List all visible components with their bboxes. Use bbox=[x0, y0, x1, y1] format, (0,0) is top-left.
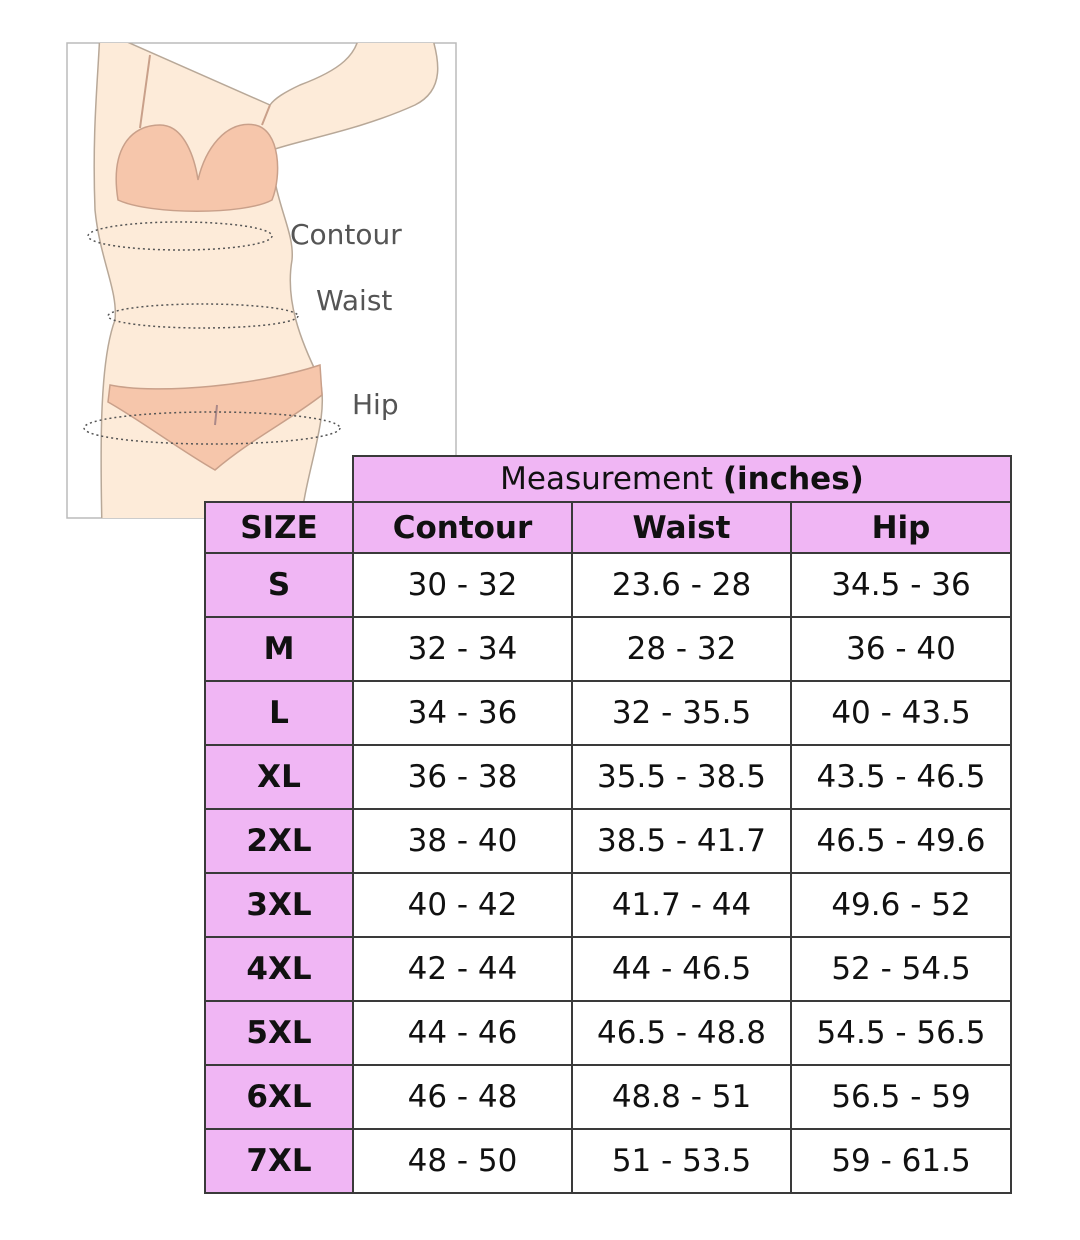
illustration-label: Hip bbox=[352, 388, 399, 421]
cell-text: 51 - 53.5 bbox=[611, 1143, 752, 1179]
cell-text: 38.5 - 41.7 bbox=[597, 823, 766, 859]
cell-text: 43.5 - 46.5 bbox=[816, 759, 986, 795]
measure-cell: 38 - 40 bbox=[352, 808, 573, 874]
measure-cell: 32 - 34 bbox=[352, 616, 573, 682]
measure-cell: 40 - 42 bbox=[352, 872, 573, 938]
cell-text: 48.8 - 51 bbox=[611, 1079, 752, 1115]
measure-cell: 59 - 61.5 bbox=[790, 1128, 1012, 1194]
measure-cell: 52 - 54.5 bbox=[790, 936, 1012, 1002]
cell-text: 32 - 35.5 bbox=[611, 695, 752, 731]
cell-text: 38 - 40 bbox=[407, 823, 518, 859]
measure-cell: 35.5 - 38.5 bbox=[571, 744, 792, 810]
measure-cell: 56.5 - 59 bbox=[790, 1064, 1012, 1130]
cell-text: 59 - 61.5 bbox=[831, 1143, 971, 1179]
cell-text: 6XL bbox=[246, 1079, 312, 1115]
cell-text: 30 - 32 bbox=[407, 567, 518, 603]
cell-text: 7XL bbox=[246, 1143, 312, 1179]
cell-text: 40 - 43.5 bbox=[831, 695, 971, 731]
illustration-label: Contour bbox=[290, 218, 402, 251]
measure-cell: 36 - 38 bbox=[352, 744, 573, 810]
cell-text: 36 - 38 bbox=[407, 759, 518, 795]
measure-cell: 48.8 - 51 bbox=[571, 1064, 792, 1130]
size-cell: 4XL bbox=[204, 936, 354, 1002]
cell-text: 42 - 44 bbox=[407, 951, 518, 987]
measure-cell: 43.5 - 46.5 bbox=[790, 744, 1012, 810]
column-header: SIZE bbox=[204, 501, 354, 554]
measure-cell: 44 - 46.5 bbox=[571, 936, 792, 1002]
cell-text: 46.5 - 49.6 bbox=[816, 823, 986, 859]
header-text: SIZE bbox=[240, 509, 318, 546]
measure-cell: 54.5 - 56.5 bbox=[790, 1000, 1012, 1066]
size-cell: 6XL bbox=[204, 1064, 354, 1130]
cell-text: 2XL bbox=[246, 823, 312, 859]
header-text: Contour bbox=[392, 509, 533, 546]
measure-cell: 46 - 48 bbox=[352, 1064, 573, 1130]
title-text: Measurement bbox=[500, 461, 713, 497]
table-title: Measurement (inches) bbox=[352, 455, 1012, 503]
measure-cell: 48 - 50 bbox=[352, 1128, 573, 1194]
cell-text: 41.7 - 44 bbox=[611, 887, 752, 923]
measure-cell: 49.6 - 52 bbox=[790, 872, 1012, 938]
header-text: Hip bbox=[871, 509, 931, 546]
cell-text: 34.5 - 36 bbox=[831, 567, 971, 603]
measure-cell: 34.5 - 36 bbox=[790, 552, 1012, 618]
cell-text: 40 - 42 bbox=[407, 887, 518, 923]
cell-text: 52 - 54.5 bbox=[831, 951, 971, 987]
size-cell: 3XL bbox=[204, 872, 354, 938]
cell-text: 44 - 46.5 bbox=[611, 951, 752, 987]
header-text: Waist bbox=[632, 509, 731, 546]
size-cell: 2XL bbox=[204, 808, 354, 874]
cell-text: 34 - 36 bbox=[407, 695, 518, 731]
measure-cell: 28 - 32 bbox=[571, 616, 792, 682]
measure-cell: 36 - 40 bbox=[790, 616, 1012, 682]
measure-cell: 34 - 36 bbox=[352, 680, 573, 746]
column-header: Hip bbox=[790, 501, 1012, 554]
cell-text: S bbox=[267, 567, 291, 603]
cell-text: 49.6 - 52 bbox=[831, 887, 971, 923]
size-cell: L bbox=[204, 680, 354, 746]
cell-text: 44 - 46 bbox=[407, 1015, 518, 1051]
cell-text: 5XL bbox=[246, 1015, 312, 1051]
cell-text: 48 - 50 bbox=[407, 1143, 518, 1179]
cell-text: 28 - 32 bbox=[626, 631, 737, 667]
cell-text: 56.5 - 59 bbox=[831, 1079, 971, 1115]
cell-text: XL bbox=[257, 759, 301, 795]
cell-text: 54.5 - 56.5 bbox=[816, 1015, 986, 1051]
body-figure bbox=[83, 43, 439, 518]
measure-cell: 40 - 43.5 bbox=[790, 680, 1012, 746]
cell-text: 32 - 34 bbox=[407, 631, 518, 667]
measure-cell: 23.6 - 28 bbox=[571, 552, 792, 618]
size-cell: M bbox=[204, 616, 354, 682]
title-unit: (inches) bbox=[722, 461, 864, 497]
cell-text: 36 - 40 bbox=[846, 631, 956, 667]
cell-text: 23.6 - 28 bbox=[611, 567, 752, 603]
measure-cell: 51 - 53.5 bbox=[571, 1128, 792, 1194]
measure-cell: 46.5 - 49.6 bbox=[790, 808, 1012, 874]
measure-cell: 32 - 35.5 bbox=[571, 680, 792, 746]
size-cell: XL bbox=[204, 744, 354, 810]
size-cell: S bbox=[204, 552, 354, 618]
measure-cell: 30 - 32 bbox=[352, 552, 573, 618]
cell-text: 3XL bbox=[246, 887, 312, 923]
column-header: Contour bbox=[352, 501, 573, 554]
column-header: Waist bbox=[571, 501, 792, 554]
size-cell: 5XL bbox=[204, 1000, 354, 1066]
measure-cell: 38.5 - 41.7 bbox=[571, 808, 792, 874]
size-cell: 7XL bbox=[204, 1128, 354, 1194]
measure-cell: 42 - 44 bbox=[352, 936, 573, 1002]
measure-cell: 41.7 - 44 bbox=[571, 872, 792, 938]
cell-text: 46 - 48 bbox=[407, 1079, 518, 1115]
cell-text: 4XL bbox=[246, 951, 312, 987]
measure-cell: 46.5 - 48.8 bbox=[571, 1000, 792, 1066]
cell-text: L bbox=[269, 695, 289, 731]
cell-text: M bbox=[263, 631, 295, 667]
cell-text: 46.5 - 48.8 bbox=[597, 1015, 766, 1051]
cell-text: 35.5 - 38.5 bbox=[597, 759, 766, 795]
measure-cell: 44 - 46 bbox=[352, 1000, 573, 1066]
illustration-label: Waist bbox=[316, 284, 392, 317]
